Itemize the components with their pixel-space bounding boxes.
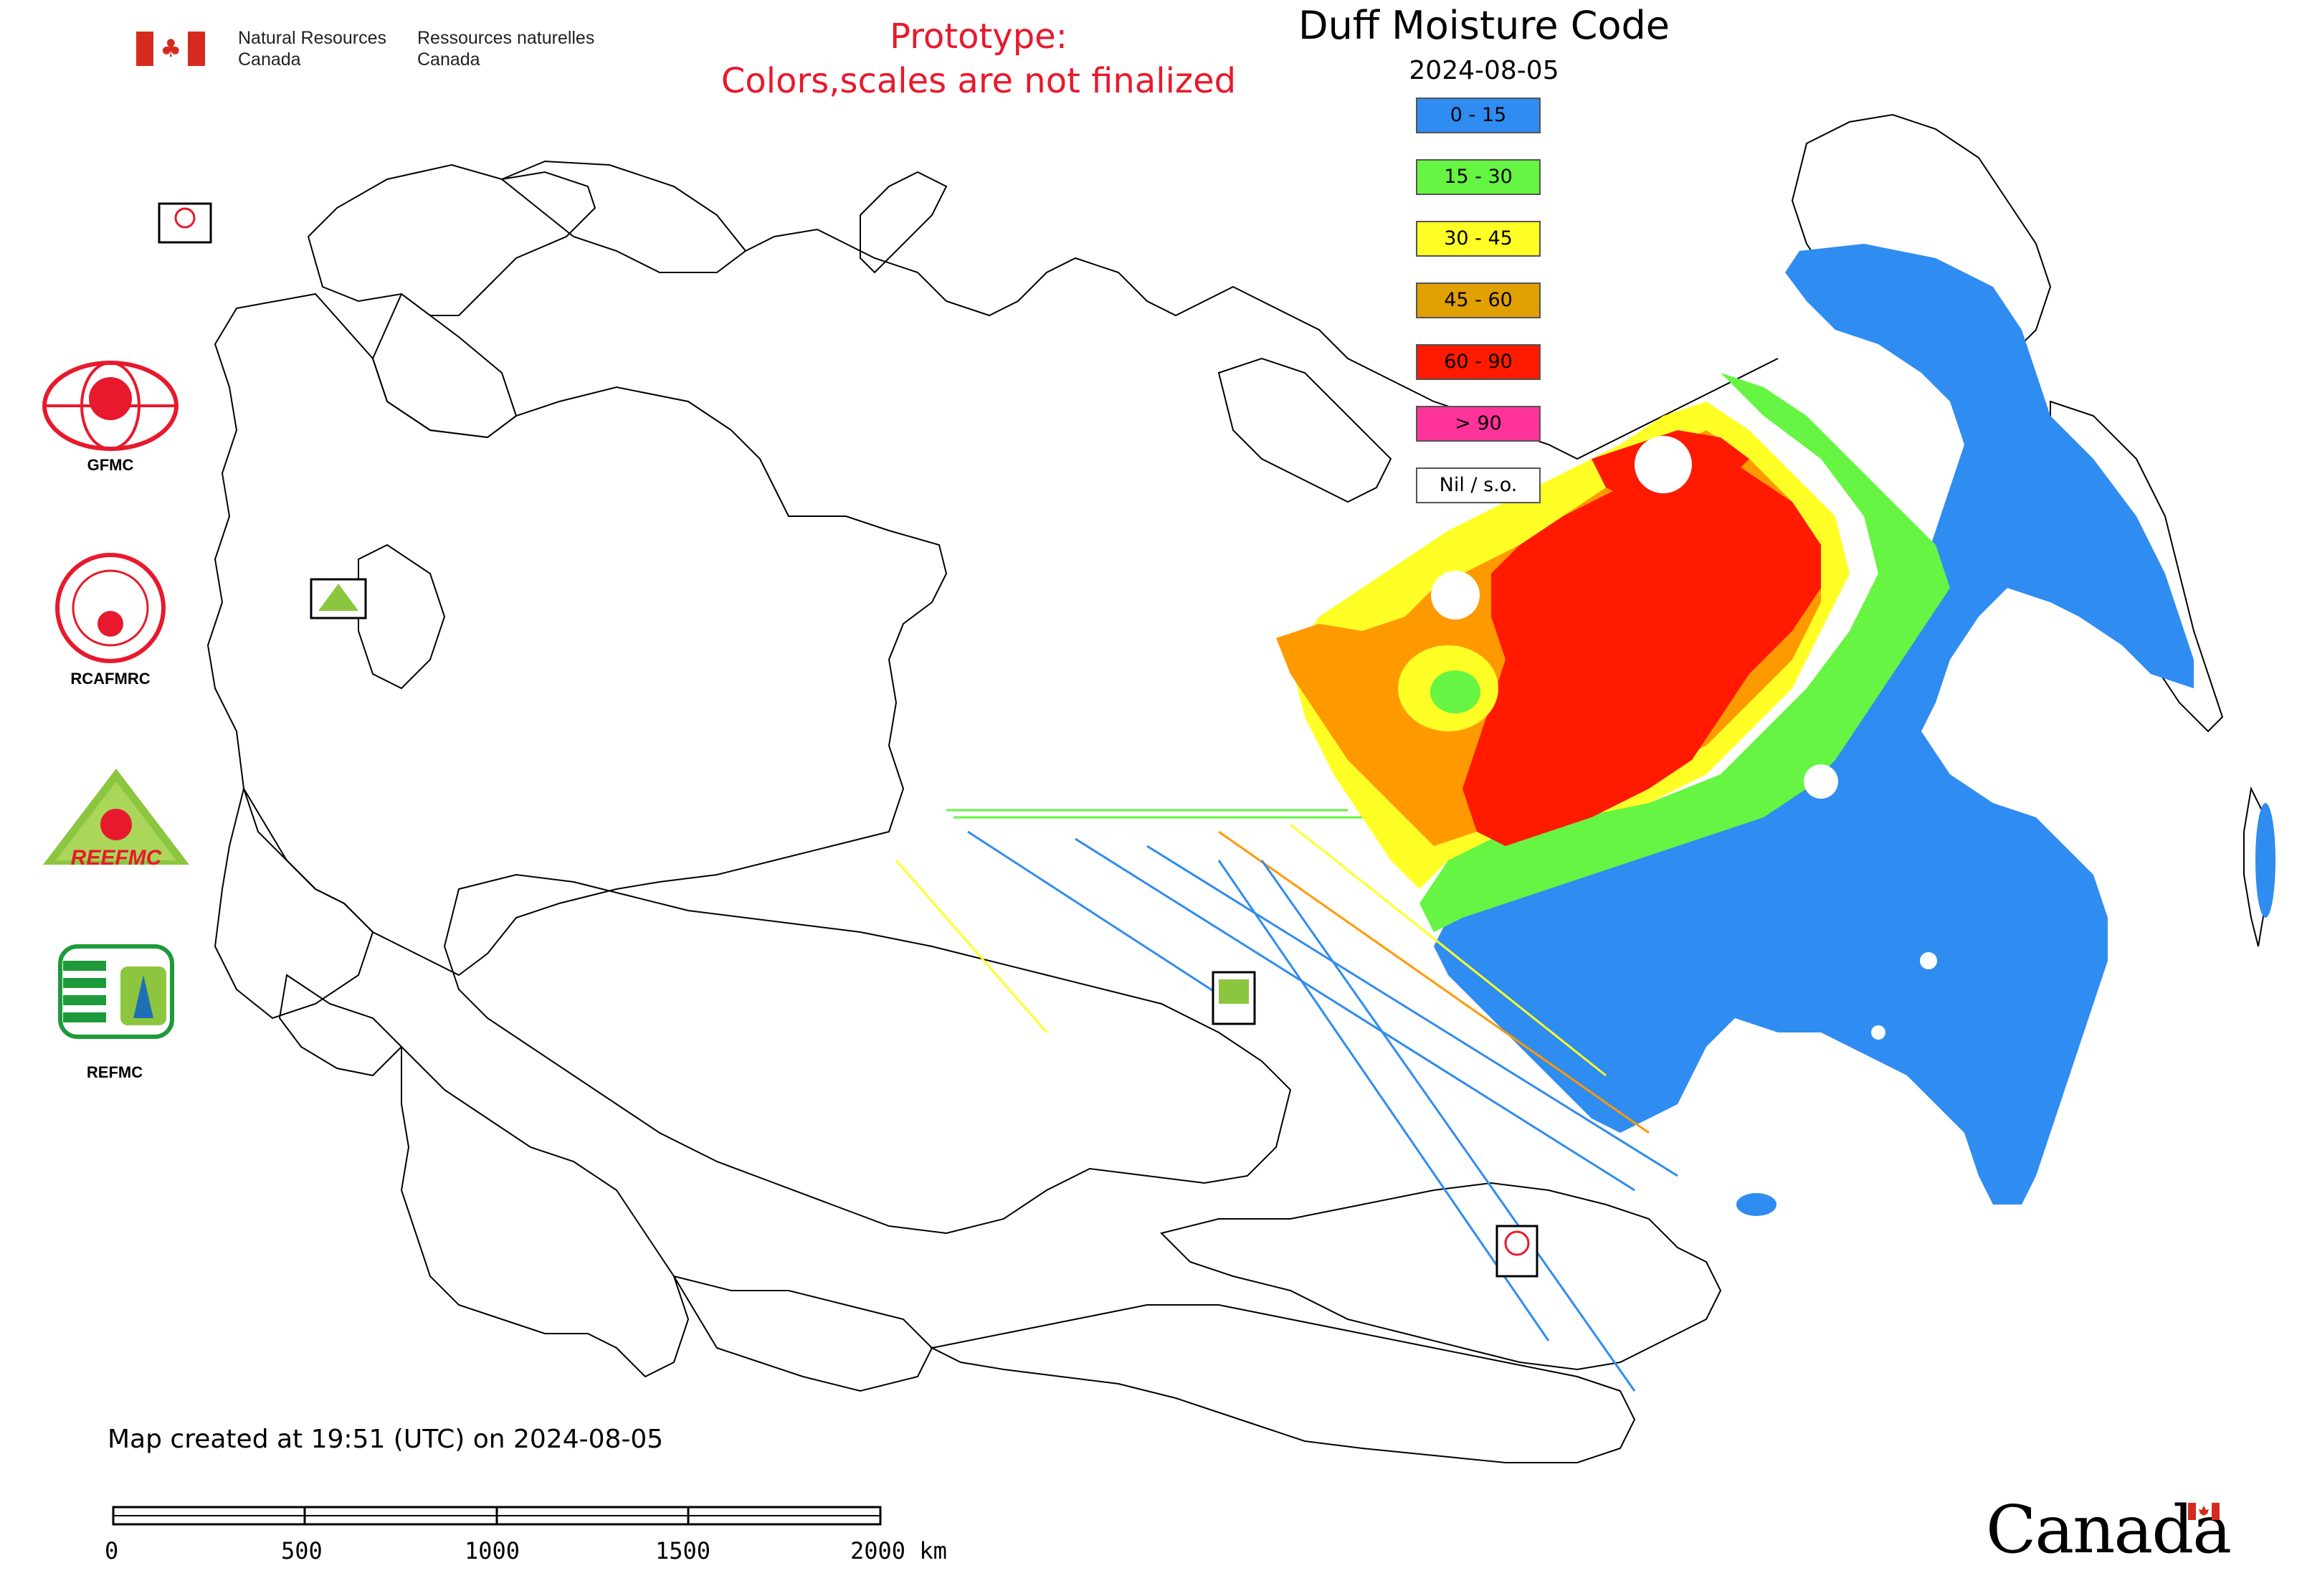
scale-bar xyxy=(112,1506,882,1526)
dmc-hole-1 xyxy=(1635,436,1692,493)
country-borders xyxy=(206,113,2274,1463)
dmc-hole-5 xyxy=(1871,1025,1885,1040)
scale-label-500: 500 xyxy=(281,1537,323,1564)
marker-gfmc-icon xyxy=(174,207,196,229)
map-markers xyxy=(158,202,1538,1278)
dmc-hole-2 xyxy=(1431,571,1480,619)
central-asia-outline xyxy=(400,1045,690,1378)
dmc-region-blue-far-east xyxy=(1434,244,2194,1205)
org-french: Ressources naturelles Canada xyxy=(417,27,594,70)
rcafmrc-logo xyxy=(55,553,166,663)
western-russia-outline xyxy=(206,293,948,977)
org-en-line1: Natural Resources xyxy=(238,28,387,48)
dmc-hole-3 xyxy=(1804,764,1838,799)
rcafmrc-label: RCAFMRC xyxy=(70,670,151,688)
org-english: Natural Resources Canada xyxy=(238,27,386,70)
scale-label-1000: 1000 xyxy=(465,1537,520,1564)
legend-label: Nil / s.o. xyxy=(1439,474,1518,496)
legend-item-60-90: 60 - 90 xyxy=(1416,344,1541,380)
org-en-line2: Canada xyxy=(238,49,301,70)
scale-label-0: 0 xyxy=(105,1537,119,1564)
marker-rcafmrc-icon xyxy=(1504,1230,1530,1256)
legend-item-0-15: 0 - 15 xyxy=(1416,98,1541,133)
legend-label: 45 - 60 xyxy=(1444,289,1513,311)
legend-label: 15 - 30 xyxy=(1444,166,1513,188)
marker-gfmc[interactable] xyxy=(158,202,212,244)
prototype-warning: Prototype: Colors,scales are not finaliz… xyxy=(667,14,1290,103)
prototype-line1: Prototype: xyxy=(890,16,1067,57)
org-fr-line1: Ressources naturelles xyxy=(417,28,595,48)
marker-refmc-icon xyxy=(1219,979,1249,1004)
uzbek-turkmen-outline xyxy=(672,1275,933,1392)
gfmc-label: GFMC xyxy=(87,456,134,474)
dmc-hole-6 xyxy=(2062,1116,2082,1136)
legend-label: 30 - 45 xyxy=(1444,227,1513,250)
legend-label: 0 - 15 xyxy=(1450,104,1507,126)
refmc-logo xyxy=(58,944,174,1039)
ukraine-outline xyxy=(214,787,374,1020)
reefmc-logo-text: REEFMC xyxy=(70,846,162,870)
russia-north-coast xyxy=(745,228,1779,460)
scandinavia-outline xyxy=(307,163,596,316)
side-logos xyxy=(42,361,189,1039)
canada-wordmark-flag-icon xyxy=(2188,1503,2220,1520)
legend-item-45-60: 45 - 60 xyxy=(1416,282,1541,318)
legend-item-gt-90: > 90 xyxy=(1416,406,1541,442)
caucasus-outline xyxy=(278,974,403,1077)
canada-flag-icon: ♣ xyxy=(136,32,205,66)
scale-label-1500: 1500 xyxy=(655,1537,711,1564)
kazakhstan-outline xyxy=(443,873,1292,1235)
dmc-raster xyxy=(895,244,2275,1392)
legend-item-15-30: 15 - 30 xyxy=(1416,159,1541,195)
map-created-caption: Map created at 19:51 (UTC) on 2024-08-05 xyxy=(108,1425,664,1454)
novaya-zemlya-outline xyxy=(860,171,948,274)
scale-label-2000: 2000 km xyxy=(850,1537,947,1564)
map-title: Duff Moisture Code xyxy=(1298,3,1670,48)
gfmc-logo xyxy=(42,361,179,451)
dmc-hole-7 xyxy=(1695,1107,1718,1130)
urals-division xyxy=(358,543,446,690)
legend-item-nil: Nil / s.o. xyxy=(1416,467,1541,503)
dmc-spot-green xyxy=(1430,670,1480,713)
prototype-line2: Colors,scales are not finalized xyxy=(720,61,1237,101)
refmc-label: REFMC xyxy=(86,1063,143,1081)
dmc-sakhalin xyxy=(2255,803,2275,918)
legend-item-30-45: 30 - 45 xyxy=(1416,221,1541,257)
taymyr-outline xyxy=(1217,357,1392,503)
reefmc-logo xyxy=(43,769,189,865)
dmc-streaks xyxy=(895,809,1678,1392)
mongolia-outline xyxy=(1160,1182,1722,1371)
dmc-region-red xyxy=(1462,445,1821,846)
marker-reefmc-icon xyxy=(318,584,358,611)
legend-label: > 90 xyxy=(1455,412,1502,434)
dmc-sakhalin-south xyxy=(1736,1193,1777,1216)
org-fr-line2: Canada xyxy=(417,49,480,70)
dmc-hole-4 xyxy=(1920,952,1937,969)
map-date: 2024-08-05 xyxy=(1409,56,1559,85)
kola-outline xyxy=(500,160,747,273)
china-west-outline xyxy=(929,1304,1636,1463)
marker-rcafmrc[interactable] xyxy=(1495,1225,1538,1278)
dmc-region-green xyxy=(1419,373,1950,932)
legend-label: 60 - 90 xyxy=(1444,351,1513,373)
